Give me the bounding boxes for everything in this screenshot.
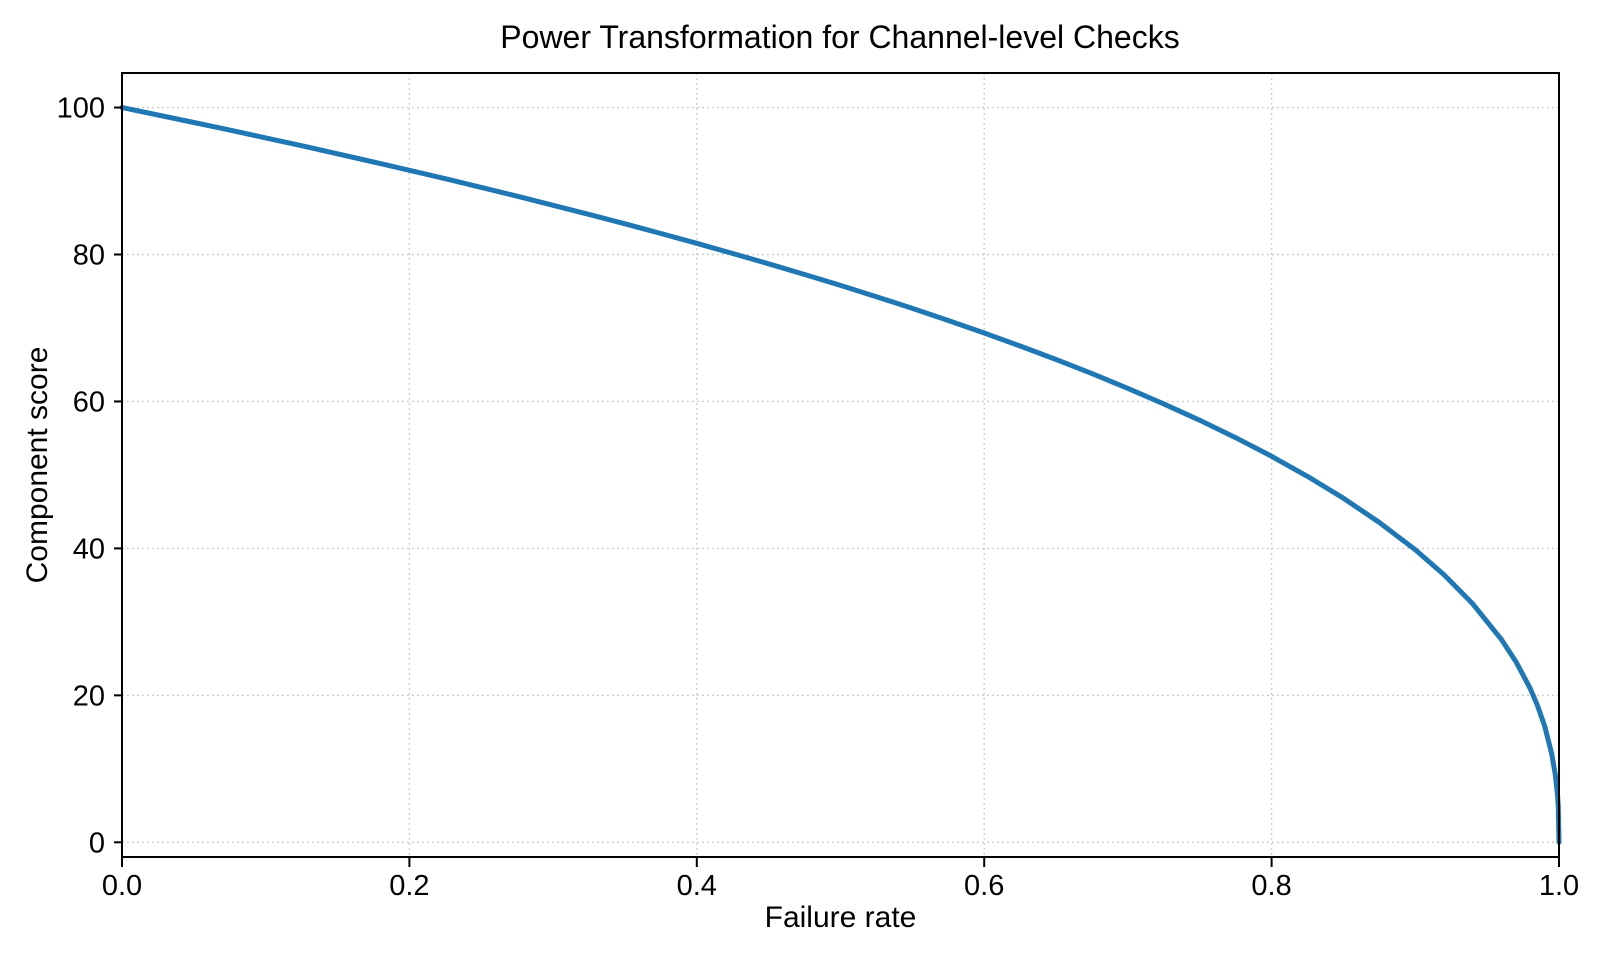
y-tick-label: 0 <box>89 827 105 859</box>
y-tick-label: 40 <box>73 533 105 565</box>
plot-frame <box>121 72 1560 858</box>
y-tick-label: 20 <box>73 680 105 712</box>
y-tick-label: 80 <box>73 239 105 271</box>
x-axis-label: Failure rate <box>765 901 917 934</box>
x-tick-label: 0.2 <box>389 870 429 902</box>
x-tick-label: 0.6 <box>964 870 1004 902</box>
axis-tick-marks <box>114 106 1560 867</box>
x-tick-label: 0.4 <box>677 870 717 902</box>
y-tick-label: 100 <box>57 93 105 125</box>
y-tick-label: 60 <box>73 386 105 418</box>
x-tick-label: 0.8 <box>1251 870 1291 902</box>
x-tick-label: 1.0 <box>1539 870 1579 902</box>
chart-title: Power Transformation for Channel-level C… <box>500 19 1179 55</box>
gridlines <box>121 73 1560 857</box>
axis-tick-labels: 0.0 0.2 0.4 0.6 0.8 1.0 0 20 40 60 80 100 <box>57 93 1580 902</box>
y-axis-label: Component score <box>21 347 54 584</box>
x-tick-label: 0.0 <box>102 870 142 902</box>
power-curve-line <box>119 105 1562 845</box>
